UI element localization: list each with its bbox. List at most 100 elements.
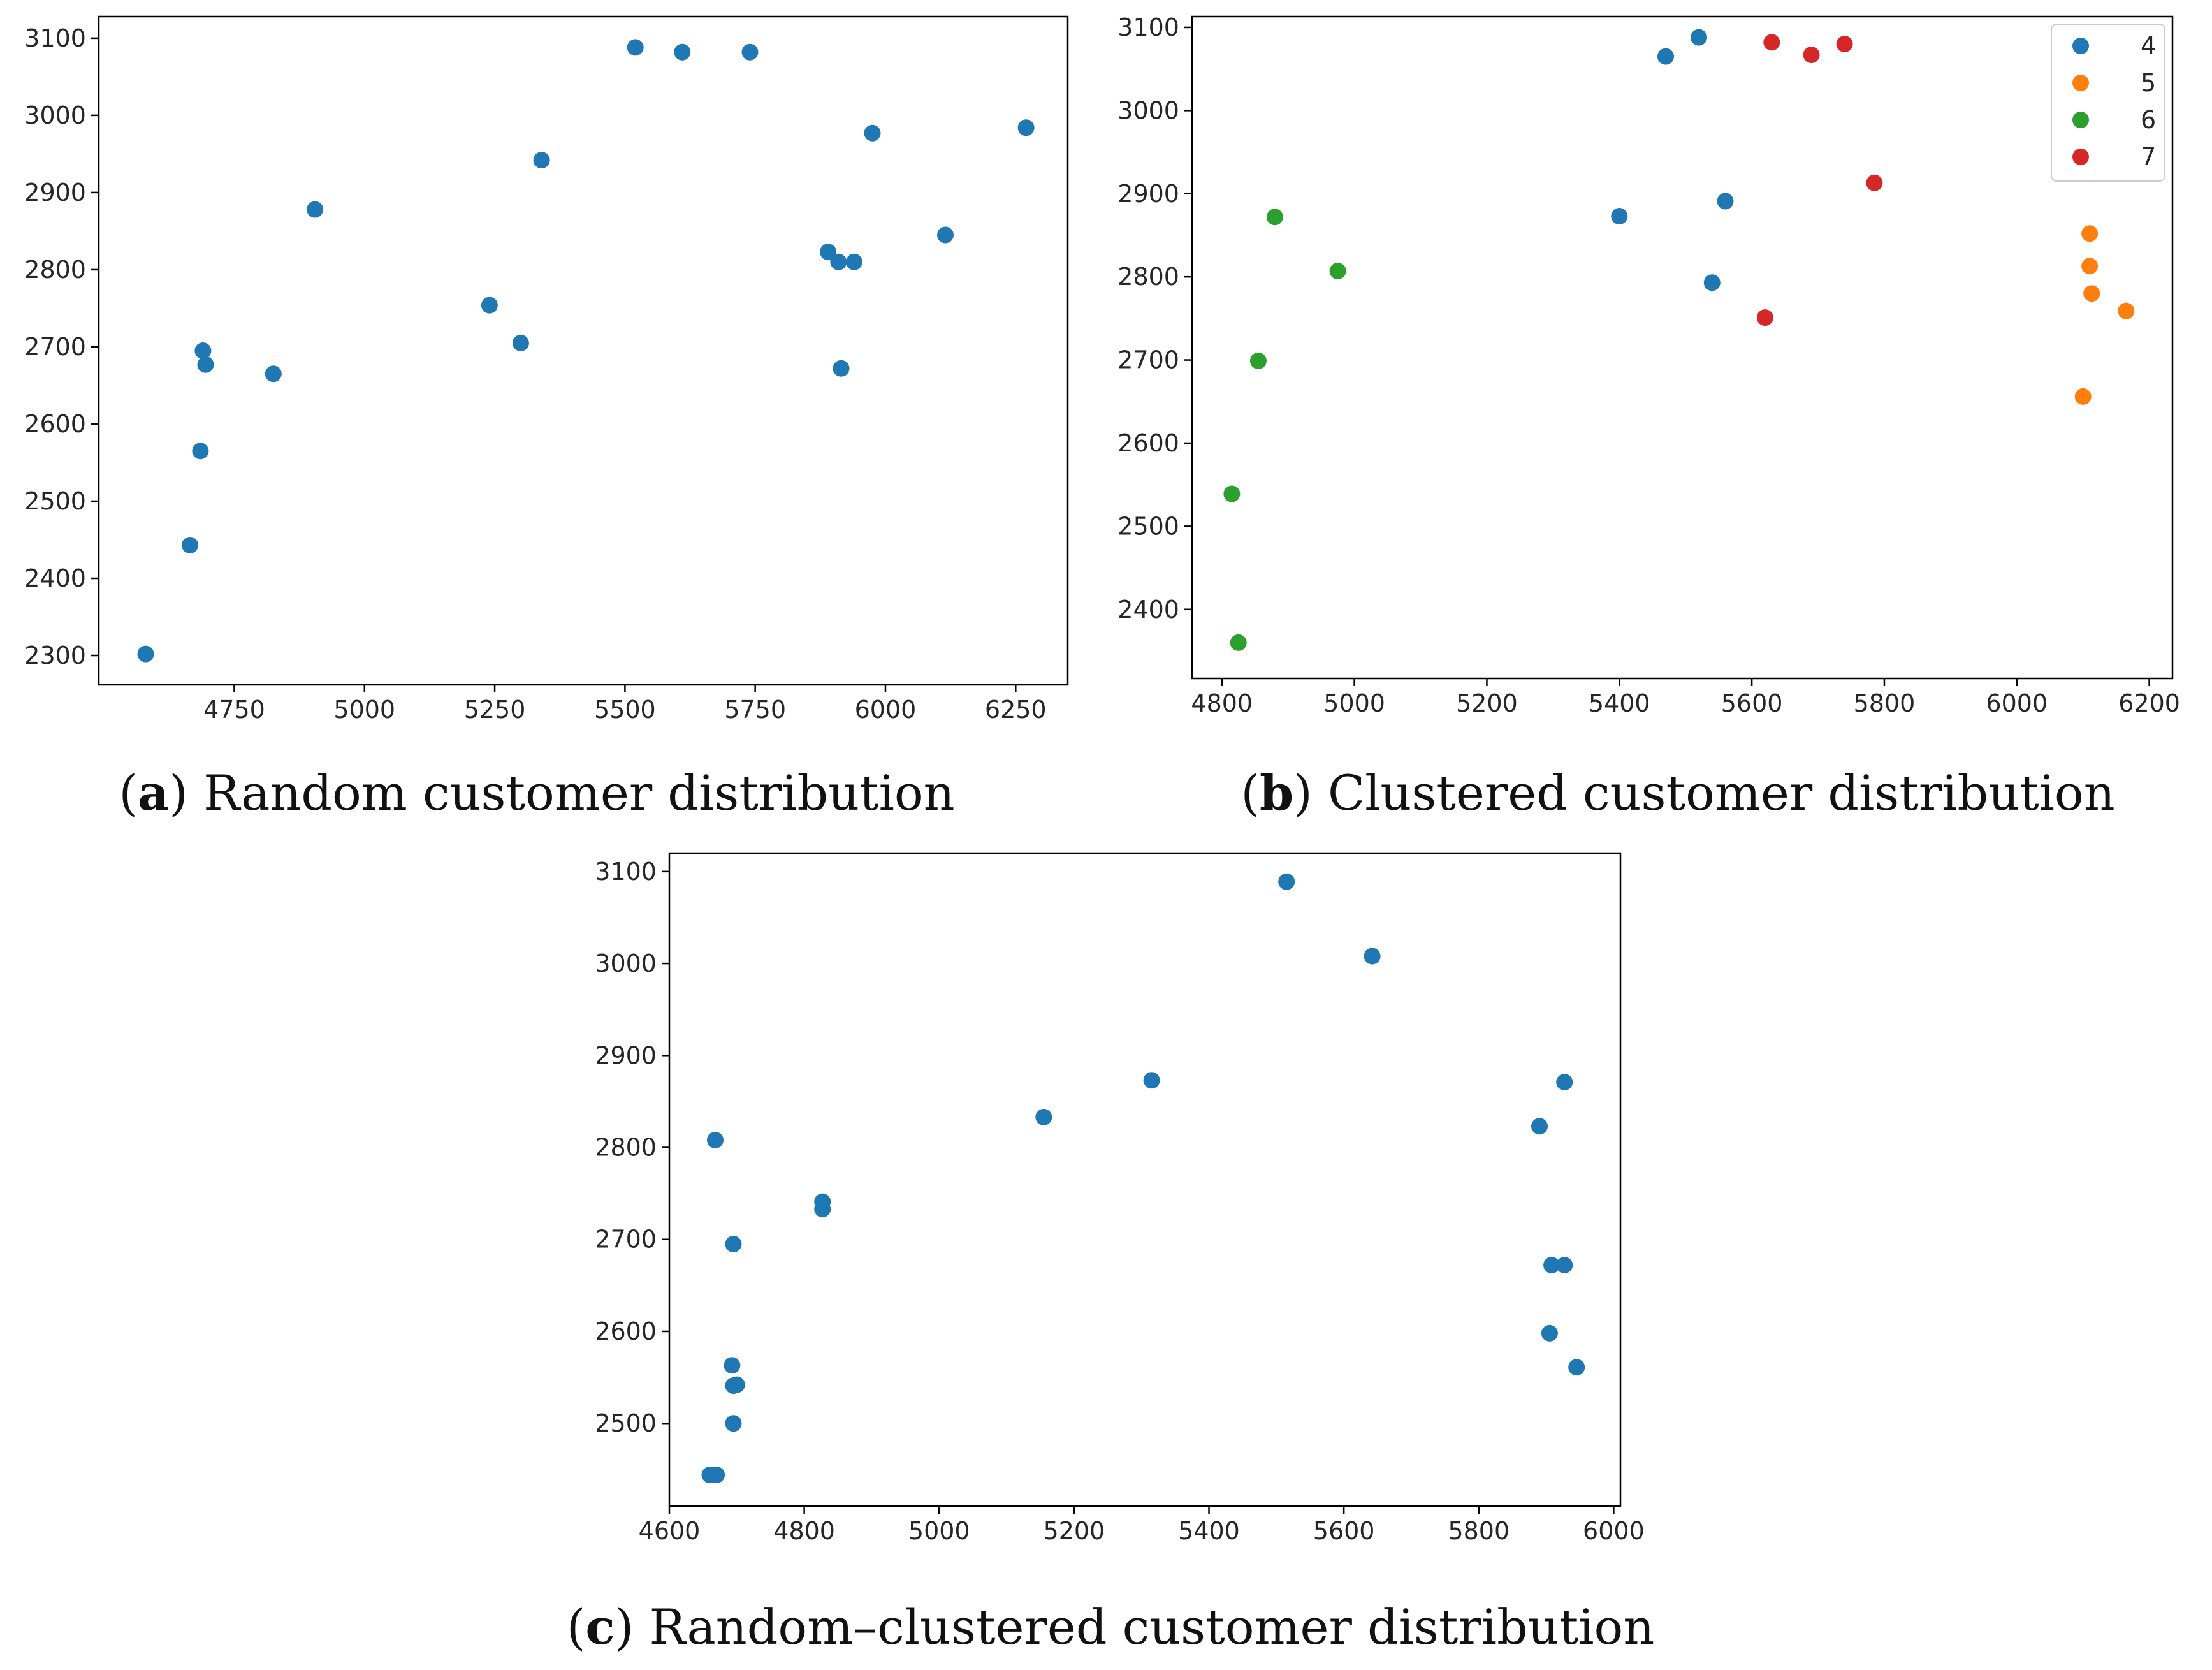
- panel-a-point-series-customers-1: [182, 537, 198, 553]
- panel-b-point-series-5-1: [2081, 258, 2099, 275]
- panel-c-ytick-label-0: 2500: [595, 1409, 657, 1437]
- panel-a-point-series-customers-11: [674, 43, 691, 61]
- panel-c-point-series-customers-9: [814, 1201, 831, 1218]
- panel-b-xtick-label-6: 6000: [1986, 689, 2048, 717]
- panel-b-caption-text: Clustered customer distribution: [1328, 765, 2115, 821]
- panel-b-xtick-label-1: 5000: [1323, 689, 1385, 717]
- panel-c-point-series-customers-4: [724, 1357, 741, 1374]
- panel-b-xtick-label-3: 5400: [1589, 689, 1650, 717]
- panel-a-xtick-label-3: 5500: [594, 696, 656, 724]
- panel-a-xtick-label-1: 5000: [333, 696, 395, 724]
- panel-b-point-series-5-4: [2074, 388, 2092, 405]
- panel-c-point-series-customers-19: [1568, 1359, 1585, 1376]
- panel-b-frame: [1191, 15, 2174, 680]
- panel-a-xtick-label-6: 6250: [985, 696, 1047, 724]
- panel-b-points: [1223, 29, 2135, 651]
- panel-a-point-series-customers-0: [137, 645, 154, 663]
- panel-b-xtick-label-5: 5800: [1854, 689, 1916, 717]
- panel-c-xtick-label-5: 5600: [1313, 1517, 1375, 1545]
- panel-a-ytick-label-2: 2500: [24, 487, 86, 515]
- panel-a-point-series-customers-17: [864, 124, 881, 142]
- panel-a-ytick-label-8: 3100: [24, 24, 86, 52]
- panel-c-xtick-label-2: 5000: [908, 1517, 970, 1545]
- panel-a-point-series-customers-6: [307, 201, 324, 218]
- panel-b-point-series-5-3: [2118, 302, 2135, 319]
- panel-b-point-series-5-0: [2081, 225, 2099, 242]
- panel-b-point-series-4-2: [1611, 208, 1628, 224]
- panel-c-ytick-label-1: 2600: [595, 1317, 657, 1345]
- panel-a-point-series-customers-7: [481, 297, 498, 314]
- panel-b-ytick-label-4: 2800: [1117, 263, 1179, 291]
- panel-a-xtick-label-0: 4750: [203, 696, 265, 724]
- panel-c-ytick-label-3: 2800: [595, 1134, 657, 1162]
- panel-c-xtick-label-6: 5800: [1448, 1517, 1510, 1545]
- panel-c-points: [701, 873, 1585, 1483]
- panel-a-ytick-label-3: 2600: [24, 410, 86, 438]
- panel-b-point-series-4-1: [1691, 29, 1707, 46]
- panel-a-point-series-customers-3: [194, 342, 212, 359]
- panel-c-ytick-label-5: 3000: [595, 949, 657, 978]
- panel-c-point-series-customers-17: [1556, 1257, 1573, 1274]
- panel-c-xtick-label-1: 4800: [773, 1517, 835, 1545]
- panel-b-caption-letter: b: [1260, 765, 1293, 821]
- panel-a-xtick-label-5: 6000: [855, 696, 917, 724]
- panel-b-xtick-label-2: 5200: [1456, 689, 1518, 717]
- panel-b-point-series-7-3: [1866, 174, 1883, 191]
- panel-c-xtick-label-4: 5400: [1178, 1517, 1240, 1545]
- panel-c-ytick-label-4: 2900: [595, 1041, 657, 1069]
- panel-b-point-series-7-0: [1763, 34, 1780, 51]
- panel-b-legend-label-7: 7: [2141, 143, 2156, 171]
- panel-a-point-series-customers-5: [265, 365, 282, 383]
- panel-c-point-series-customers-6: [728, 1376, 745, 1393]
- panel-c-point-series-customers-16: [1543, 1257, 1561, 1274]
- panel-a-ytick-label-6: 2900: [24, 179, 86, 207]
- panel-a-ytick-label-7: 3000: [24, 101, 86, 129]
- panel-b-ytick-label-1: 2500: [1117, 512, 1179, 540]
- panel-b-ticks: 4800 5000 5200 5400 5600 5800 6000 6200 2400 2500…: [1117, 13, 2180, 717]
- panel-b-ytick-label-3: 2700: [1117, 346, 1179, 374]
- panel-b-legend-box: [2051, 24, 2165, 182]
- panel-a-random: 4750 5000 5250 5500 5750 6000 6250 2300 2400 2500…: [24, 15, 1069, 821]
- panel-b-ytick-label-0: 2400: [1117, 596, 1179, 624]
- panel-b-xtick-label-4: 5600: [1721, 689, 1783, 717]
- panel-a-point-series-customers-10: [627, 39, 644, 56]
- panel-a-xtick-label-2: 5250: [464, 696, 526, 724]
- panel-a-caption-letter: a: [138, 765, 169, 821]
- panel-c-point-series-customers-3: [725, 1236, 742, 1252]
- panel-c-point-series-customers-7: [725, 1415, 742, 1432]
- panel-a-point-series-customers-16: [833, 360, 850, 377]
- panel-a-ytick-label-0: 2300: [24, 641, 86, 670]
- panel-b-point-series-6-2: [1249, 352, 1267, 369]
- panel-b-clustered: 4800 5000 5200 5400 5600 5800 6000 6200 2400 2500…: [1117, 13, 2180, 821]
- panel-b-point-series-6-4: [1230, 634, 1247, 651]
- panel-c-point-series-customers-10: [1035, 1108, 1052, 1125]
- panel-b-legend-marker-5: [2072, 75, 2089, 91]
- panel-c-ytick-label-2: 2700: [595, 1226, 657, 1254]
- panel-c-point-series-customers-13: [1364, 948, 1381, 965]
- panel-c-point-series-customers-1: [708, 1467, 725, 1483]
- panel-b-ytick-label-7: 3100: [1117, 13, 1179, 41]
- panel-a-point-series-customers-13: [820, 244, 837, 261]
- panel-c-xtick-label-0: 4600: [639, 1517, 701, 1545]
- panel-a-point-series-customers-19: [1017, 119, 1035, 136]
- panel-a-xtick-label-4: 5750: [724, 696, 786, 724]
- panel-c-point-series-customers-18: [1541, 1324, 1558, 1342]
- panel-b-xtick-label-7: 6200: [2118, 689, 2180, 717]
- panel-b-point-series-4-0: [1657, 48, 1674, 65]
- panel-a-point-series-customers-4: [197, 356, 214, 373]
- panel-b-point-series-7-4: [1756, 309, 1773, 326]
- panel-a-ytick-label-4: 2700: [24, 333, 86, 361]
- panel-c-caption-letter: c: [585, 1599, 615, 1655]
- panel-c-point-series-customers-12: [1278, 873, 1295, 890]
- panel-a-point-series-customers-9: [533, 152, 550, 169]
- panel-b-legend-label-5: 5: [2141, 69, 2156, 97]
- panel-b-legend-marker-7: [2072, 149, 2089, 165]
- panel-b-xtick-label-0: 4800: [1191, 689, 1253, 717]
- panel-a-ytick-label-5: 2800: [24, 256, 86, 284]
- panel-a-point-series-customers-8: [512, 334, 529, 351]
- panel-b-legend-marker-6: [2072, 112, 2089, 128]
- panel-a-point-series-customers-2: [192, 443, 209, 460]
- panel-c-caption: (c) Random–clustered customer distributi…: [567, 1599, 1655, 1655]
- panel-b-point-series-4-3: [1717, 193, 1734, 210]
